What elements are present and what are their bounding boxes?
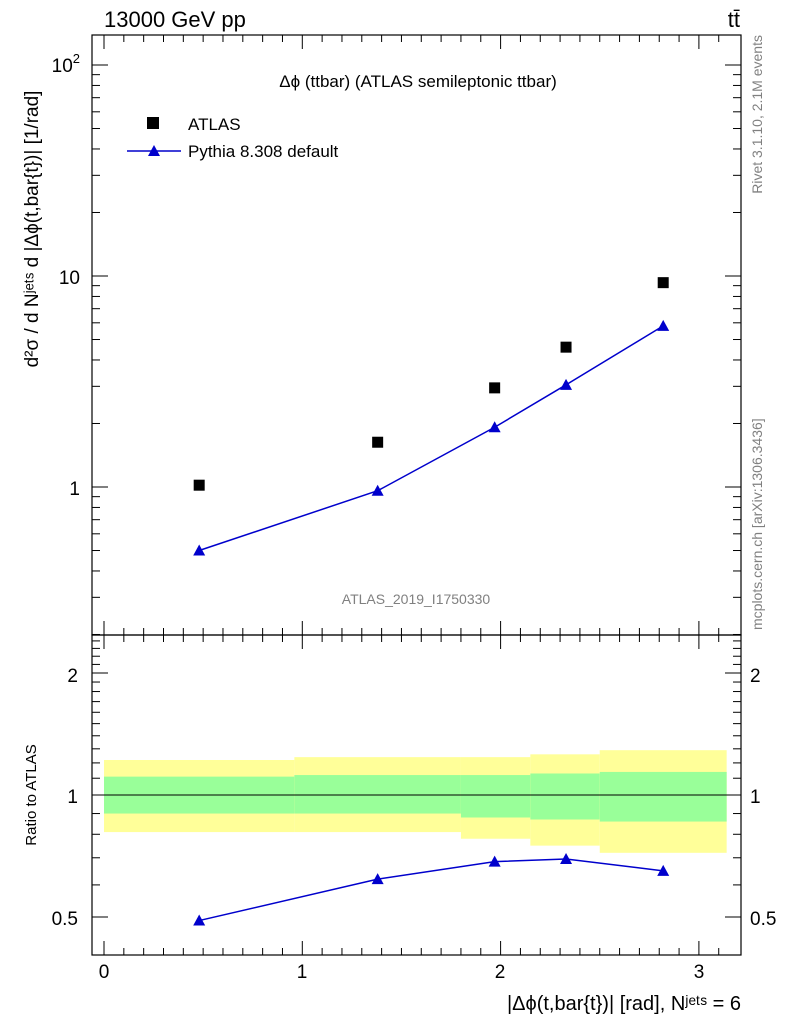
mc-point-ratio-4: [657, 864, 670, 876]
data-point-4: [657, 277, 669, 289]
xtick-label-2: 2: [495, 962, 506, 983]
main-title: Δϕ (ttbar) (ATLAS semileptonic ttbar): [279, 72, 557, 91]
ratio-ytick-label-right-0.5: 0.5: [750, 909, 776, 930]
band-inner-2: [460, 775, 531, 818]
legend-data-marker: [147, 117, 159, 129]
band-inner-4: [599, 771, 727, 822]
ratio-ytick-label-right-1: 1: [750, 787, 761, 808]
mc-point-main-3: [560, 378, 573, 390]
xtick-label-3: 3: [694, 962, 705, 983]
legend: ATLAS Pythia 8.308 default: [127, 115, 339, 161]
ratio-ylabel: Ratio to ATLAS: [23, 744, 40, 845]
ratio-ytick-label-right-2: 2: [750, 666, 761, 687]
mc-line-ratio: [199, 858, 664, 922]
ratio-ytick-label-0.5: 0.5: [52, 909, 78, 930]
rivet-label: Rivet 3.1.10, 2.1M events: [749, 35, 765, 194]
ratio-ytick-label-1: 1: [67, 787, 78, 808]
energy-label: 13000 GeV pp: [104, 7, 246, 32]
xtick-label-0: 0: [99, 962, 110, 983]
data-point-2: [489, 382, 501, 394]
mc-point-main-2: [488, 421, 501, 433]
ratio-uncertainty-bands: [104, 750, 727, 853]
analysis-watermark: ATLAS_2019_I1750330: [342, 591, 491, 607]
xlabel: |Δϕ(t,bar{t})| [rad], Nʲᵉᵗˢ = 6: [507, 993, 741, 1015]
process-label: tt̄: [728, 7, 740, 32]
mc-point-ratio-0: [193, 914, 206, 926]
band-inner-1: [294, 775, 461, 814]
main-ytick-label-1: 1: [69, 479, 80, 500]
mc-series-ratio: [193, 853, 670, 926]
xtick-label-1: 1: [297, 962, 308, 983]
source-label: mcplots.cern.ch [arXiv:1306.3436]: [749, 418, 765, 630]
data-point-3: [560, 341, 572, 353]
mc-point-main-1: [371, 484, 384, 496]
ratio-ytick-label-2: 2: [67, 666, 78, 687]
legend-mc-marker: [148, 145, 160, 156]
main-ylabel: d²σ / d Nʲᵉᵗˢ d |Δϕ(t,bar{t})| [1/rad]: [22, 91, 43, 368]
band-inner-3: [530, 773, 600, 820]
mc-line-main: [198, 325, 664, 552]
mc-series-main: [193, 319, 670, 556]
mc-point-main-0: [193, 544, 206, 556]
mc-point-ratio-2: [488, 855, 501, 867]
axis-ticks: [92, 35, 741, 955]
data-point-0: [193, 479, 205, 491]
mc-point-ratio-3: [560, 853, 573, 865]
main-ytick-label-10: 10: [59, 268, 80, 289]
data-point-1: [372, 436, 384, 448]
main-ytick-label-100: 102: [52, 51, 80, 77]
mc-point-ratio-1: [371, 873, 384, 885]
data-series-main: [193, 277, 669, 491]
mc-point-main-4: [657, 319, 670, 331]
legend-mc-label: Pythia 8.308 default: [188, 142, 339, 161]
legend-data-label: ATLAS: [188, 115, 241, 134]
